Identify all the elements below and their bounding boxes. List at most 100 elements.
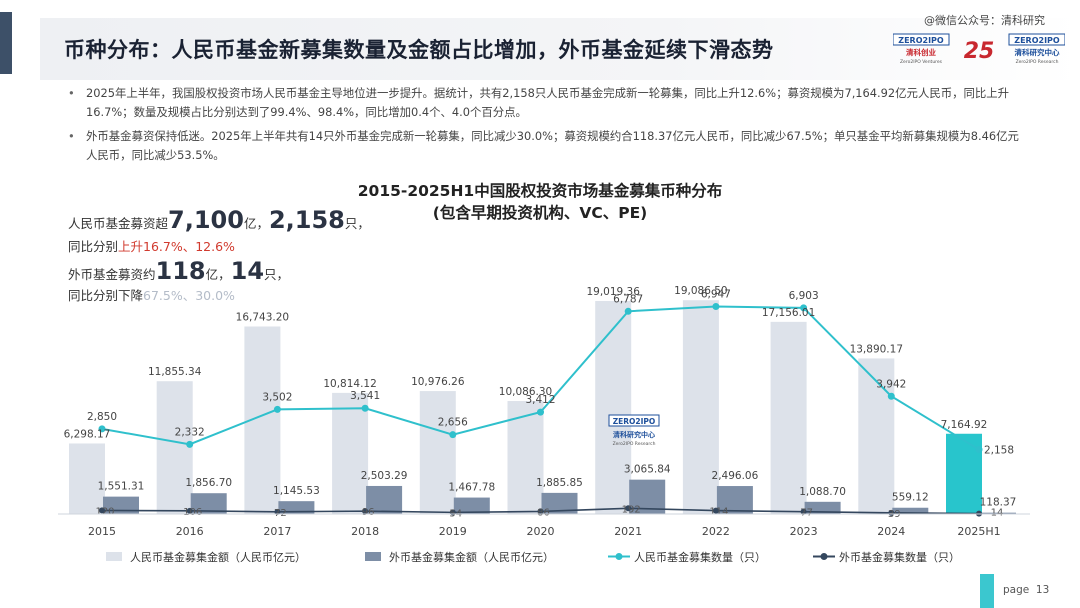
svg-text:清科研究中心: 清科研究中心 bbox=[613, 430, 655, 439]
rmb-count-label: 3,942 bbox=[876, 378, 906, 390]
summary-bullets: 2025年上半年，我国股权投资市场人民币基金主导地位进一步提升。据统计，共有2,… bbox=[68, 84, 1028, 170]
fx-count-label: 39 bbox=[888, 509, 901, 520]
fx-amount-bar bbox=[453, 497, 490, 514]
legend-swatch-marker bbox=[820, 553, 828, 560]
rmb-count-point bbox=[273, 405, 281, 413]
rmb-count-point bbox=[186, 440, 194, 448]
rmb-callout-yoy-label: 同比分别 bbox=[68, 239, 119, 254]
rmb-count-point bbox=[800, 304, 808, 312]
fx-count-point bbox=[186, 507, 193, 514]
svg-text:ZERO2IPO: ZERO2IPO bbox=[1014, 36, 1060, 45]
rmb-count-point bbox=[537, 408, 544, 416]
x-tick-label: 2020 bbox=[527, 525, 555, 538]
legend-swatch-bar bbox=[365, 552, 381, 561]
fx-count-label: 96 bbox=[362, 507, 375, 518]
fx-count-label: 192 bbox=[622, 504, 641, 515]
legend-swatch-bar bbox=[106, 552, 122, 561]
svg-text:ZERO2IPO: ZERO2IPO bbox=[613, 417, 656, 426]
fx-amount-bar bbox=[366, 485, 403, 514]
header-logos: ZERO2IPO 清科创业 Zero2IPO Ventures 25 ZERO2… bbox=[893, 33, 1065, 65]
page-title: 币种分布：人民币基金新募集数量及金额占比增加，外币基金延续下滑态势 bbox=[64, 38, 774, 62]
chart-watermark-logo: ZERO2IPO 清科研究中心 Zero2IPO Research bbox=[608, 414, 660, 447]
fx-callout-line2: 同比分别下降67.5%、30.0% bbox=[68, 285, 235, 304]
x-tick-label: 2017 bbox=[263, 525, 291, 538]
rmb-count-label: 6,787 bbox=[613, 293, 643, 305]
x-tick-label: 2023 bbox=[790, 525, 818, 538]
fx-count-label: 77 bbox=[800, 508, 813, 519]
rmb-callout-line2: 同比分别上升16.7%、12.6% bbox=[68, 236, 235, 255]
fx-count-point bbox=[712, 507, 719, 514]
rmb-count-point bbox=[98, 425, 106, 433]
fx-count-highlight: 14 bbox=[230, 257, 265, 285]
fx-callout-yoy-label: 同比分别下降 bbox=[68, 288, 144, 303]
page-label: page bbox=[1003, 584, 1030, 596]
rmb-amount-bar bbox=[69, 443, 105, 514]
fx-count-point bbox=[625, 505, 632, 512]
page-number: page 13 bbox=[1003, 584, 1049, 596]
rmb-amount-label: 10,976.26 bbox=[411, 376, 465, 388]
fx-amount-bar bbox=[716, 486, 753, 514]
fx-count-label: 14 bbox=[991, 508, 1004, 519]
rmb-amount-bar bbox=[595, 300, 632, 514]
x-tick-label: 2024 bbox=[877, 525, 905, 538]
rmb-amount-label: 10,814.12 bbox=[323, 378, 376, 390]
rmb-count-label: 6,947 bbox=[701, 289, 731, 301]
fx-count-label: 86 bbox=[537, 507, 550, 518]
fx-count-point bbox=[274, 508, 281, 515]
fx-count-label: 106 bbox=[183, 507, 202, 518]
legend-label: 外币基金募集数量（只） bbox=[839, 550, 960, 564]
bullet-fx: 外币基金募资保持低迷。2025年上半年共有14只外币基金完成新一轮募集，同比减少… bbox=[68, 127, 1028, 164]
fx-count-point bbox=[449, 509, 456, 516]
fx-amount-label: 1,467.78 bbox=[448, 482, 495, 494]
rmb-amount-bar bbox=[682, 300, 719, 514]
fx-amount-label: 1,856.70 bbox=[185, 477, 232, 489]
x-tick-label: 2019 bbox=[439, 525, 467, 538]
fx-count-label: 120 bbox=[95, 506, 114, 517]
anniversary-25-logo: 25 bbox=[964, 39, 995, 64]
chart-title-block: 2015-2025H1中国股权投资市场基金募集币种分布 (包含早期投资机构、VC… bbox=[300, 180, 780, 224]
rmb-count-line bbox=[101, 305, 980, 451]
fx-amount-label: 1,145.53 bbox=[273, 485, 320, 497]
fx-amount-label: 1,088.70 bbox=[799, 486, 846, 498]
fx-amount-bar bbox=[541, 492, 578, 514]
fx-amount-label: 118.37 bbox=[980, 497, 1017, 509]
watermark-text: @微信公众号：清科研究 bbox=[924, 14, 1045, 27]
rmb-callout-unit: 亿， bbox=[243, 216, 269, 231]
page-number-value: 13 bbox=[1035, 584, 1050, 596]
legend-label: 人民币基金募集数量（只） bbox=[634, 550, 766, 564]
x-tick-label: 2021 bbox=[614, 525, 642, 538]
fx-amount-label: 1,551.31 bbox=[98, 481, 145, 493]
rmb-count-label: 6,903 bbox=[789, 290, 819, 302]
fx-callout-yoy-value: 67.5%、30.0% bbox=[143, 288, 235, 303]
rmb-amount-label: 19,019.36 bbox=[586, 286, 640, 298]
rmb-amount-label: 11,855.34 bbox=[148, 366, 202, 378]
legend-label: 人民币基金募集金额（人民币亿元） bbox=[130, 550, 306, 564]
zero2ipo-research-logo: ZERO2IPO 清科研究中心 Zero2IPO Research bbox=[1008, 33, 1065, 65]
rmb-count-label: 2,656 bbox=[438, 417, 468, 429]
fx-count-line bbox=[101, 507, 980, 515]
legend-swatch-marker bbox=[615, 553, 623, 560]
rmb-amount-label: 19,086.50 bbox=[674, 285, 727, 297]
page-accent-bar bbox=[980, 574, 994, 608]
fx-amount-label: 2,503.29 bbox=[361, 470, 408, 482]
fx-count-label: 54 bbox=[449, 508, 462, 519]
fx-callout-line1: 外币基金募资约118亿，14只， bbox=[68, 257, 289, 285]
rmb-amount-bar bbox=[858, 358, 895, 514]
rmb-amount-label: 10,086.30 bbox=[499, 386, 552, 398]
rmb-amount-bar bbox=[244, 326, 281, 514]
rmb-count-point bbox=[975, 446, 983, 454]
fx-count-point bbox=[976, 510, 982, 517]
fx-callout-text: 外币基金募资约 bbox=[68, 267, 156, 282]
rmb-count-label: 2,332 bbox=[175, 426, 205, 438]
bullet-rmb: 2025年上半年，我国股权投资市场人民币基金主导地位进一步提升。据统计，共有2,… bbox=[68, 84, 1028, 121]
rmb-count-point bbox=[624, 307, 632, 315]
fx-amount-bar bbox=[278, 501, 315, 514]
rmb-count-highlight: 2,158 bbox=[268, 206, 345, 234]
chart-subtitle: (包含早期投资机构、VC、PE) bbox=[432, 204, 648, 222]
svg-text:清科研究中心: 清科研究中心 bbox=[1015, 47, 1060, 57]
fx-amount-bar bbox=[629, 479, 666, 514]
chart-title: 2015-2025H1中国股权投资市场基金募集币种分布 bbox=[357, 182, 723, 200]
rmb-amount-bar bbox=[507, 401, 544, 514]
title-accent-bar bbox=[0, 12, 12, 74]
rmb-amount-bar bbox=[332, 392, 369, 514]
